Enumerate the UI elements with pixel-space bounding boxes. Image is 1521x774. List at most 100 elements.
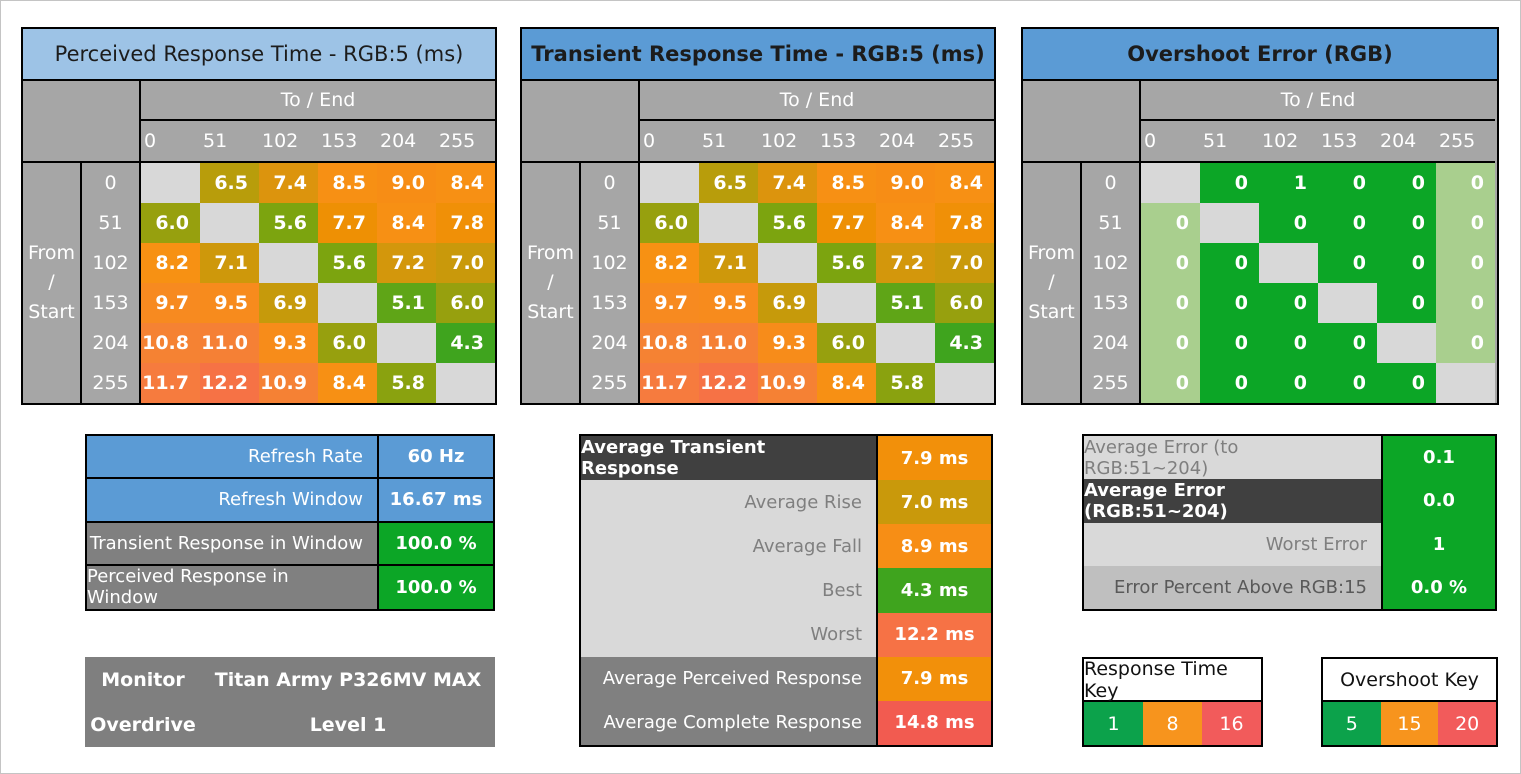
refresh-summary-table: Refresh Rate 60 Hz Refresh Window 16.67 ms T… (85, 434, 495, 611)
col-header-51: 51 (699, 121, 758, 163)
summary-label: Average Transient Response (581, 436, 878, 481)
row-header-204: 204 (581, 323, 640, 363)
heatmap-cell: 10.8 (141, 323, 200, 363)
heatmap-cell: 5.1 (876, 283, 935, 323)
heatmap-cell (377, 323, 436, 363)
heatmap-cell: 0 (1377, 283, 1436, 323)
summary-value: 1 (1383, 522, 1495, 566)
heatmap-cell: 0 (1436, 203, 1495, 243)
col-header-255: 255 (1436, 121, 1495, 163)
heatmap-cell: 9.7 (141, 283, 200, 323)
perceived-response-time-table: Perceived Response Time - RGB:5 (ms) To … (21, 27, 497, 405)
heatmap-cell: 9.0 (876, 163, 935, 203)
summary-value: 0.1 (1383, 436, 1495, 480)
heatmap-cell (935, 363, 994, 403)
heatmap-cell: 9.5 (699, 283, 758, 323)
heatmap-cell: 5.6 (817, 243, 876, 283)
heatmap-cell: 8.4 (436, 163, 495, 203)
table-corner-cell (522, 81, 640, 163)
heatmap-cell: 8.4 (876, 203, 935, 243)
heatmap-cell: 9.5 (200, 283, 259, 323)
summary-value: 4.3 ms (878, 568, 991, 613)
heatmap-cell: 5.6 (318, 243, 377, 283)
summary-value: 7.9 ms (878, 656, 991, 701)
heatmap-cell: 8.5 (318, 163, 377, 203)
response-key-swatch: 1 (1084, 702, 1143, 745)
heatmap-cell: 8.4 (817, 363, 876, 403)
heatmap-cell: 6.0 (141, 203, 200, 243)
overshoot-key-swatch: 15 (1380, 702, 1439, 745)
monitor-info-table: Monitor Titan Army P326MV MAX Overdrive Lev… (85, 657, 495, 747)
response-time-key-title: Response Time Key (1084, 658, 1261, 702)
overshoot-table-title: Overshoot Error (RGB) (1023, 29, 1497, 81)
row-header-204: 204 (82, 323, 141, 363)
summary-value: 12.2 ms (878, 612, 991, 657)
row-header-153: 153 (581, 283, 640, 323)
col-header-153: 153 (817, 121, 876, 163)
heatmap-cell: 0 (1436, 283, 1495, 323)
heatmap-cell: 6.9 (259, 283, 318, 323)
heatmap-cell: 7.1 (699, 243, 758, 283)
row-header-102: 102 (581, 243, 640, 283)
col-header-0: 0 (141, 121, 200, 163)
heatmap-cell (1200, 203, 1259, 243)
row-header-255: 255 (82, 363, 141, 403)
heatmap-cell (876, 323, 935, 363)
heatmap-cell: 10.9 (758, 363, 817, 403)
heatmap-cell: 0 (1141, 363, 1200, 403)
from-start-line: Start (1028, 300, 1075, 323)
heatmap-cell: 0 (1141, 323, 1200, 363)
heatmap-cell: 0 (1141, 203, 1200, 243)
heatmap-cell: 9.0 (377, 163, 436, 203)
heatmap-cell: 7.8 (935, 203, 994, 243)
summary-label: Best (581, 568, 878, 613)
heatmap-cell: 8.4 (377, 203, 436, 243)
summary-label: Worst Error (1084, 522, 1383, 566)
heatmap-cell: 0 (1436, 243, 1495, 283)
summary-value: 7.0 ms (878, 480, 991, 525)
monitor-info-label: Monitor (101, 668, 185, 691)
heatmap-cell: 6.0 (436, 283, 495, 323)
heatmap-cell: 0 (1318, 363, 1377, 403)
heatmap-cell: 11.7 (640, 363, 699, 403)
summary-value: 60 Hz (379, 436, 493, 480)
col-header-102: 102 (758, 121, 817, 163)
from-start-line: From (526, 241, 575, 264)
overshoot-summary-table: Average Error (to RGB:51~204) 0.1 Average … (1082, 434, 1497, 611)
row-header-153: 153 (82, 283, 141, 323)
heatmap-cell: 11.7 (141, 363, 200, 403)
row-header-51: 51 (1082, 203, 1141, 243)
from-start-header: From / Start (522, 163, 581, 403)
transient-table-title: Transient Response Time - RGB:5 (ms) (522, 29, 994, 81)
heatmap-cell: 7.0 (436, 243, 495, 283)
heatmap-cell: 7.4 (758, 163, 817, 203)
summary-label: Average Error (RGB:51~204) (1084, 479, 1383, 523)
heatmap-cell: 7.1 (200, 243, 259, 283)
overshoot-error-table: Overshoot Error (RGB) To / End 0 51 102 153 2… (1021, 27, 1499, 405)
to-end-header: To / End (141, 81, 495, 121)
summary-value: 100.0 % (379, 522, 493, 566)
heatmap-cell (318, 283, 377, 323)
summary-label: Average Perceived Response (581, 656, 878, 701)
perceived-heatmap-grid: To / End 0 51 102 153 204 255 From / Start 0 6.5 7.4… (23, 81, 495, 403)
from-start-line: / (547, 271, 554, 294)
col-header-0: 0 (640, 121, 699, 163)
row-header-153: 153 (1082, 283, 1141, 323)
heatmap-cell: 0 (1200, 283, 1259, 323)
col-header-204: 204 (1377, 121, 1436, 163)
summary-label: Error Percent Above RGB:15 (1084, 565, 1383, 609)
response-key-swatch: 16 (1202, 702, 1261, 745)
heatmap-cell: 8.4 (318, 363, 377, 403)
transient-response-time-table: Transient Response Time - RGB:5 (ms) To … (520, 27, 996, 405)
heatmap-cell: 4.3 (436, 323, 495, 363)
heatmap-cell: 0 (1377, 203, 1436, 243)
heatmap-cell (1259, 243, 1318, 283)
overshoot-key: Overshoot Key 5 15 20 (1321, 657, 1498, 747)
heatmap-cell: 8.5 (817, 163, 876, 203)
row-header-0: 0 (1082, 163, 1141, 203)
heatmap-cell: 0 (1200, 323, 1259, 363)
heatmap-cell: 5.6 (758, 203, 817, 243)
heatmap-cell: 12.2 (200, 363, 259, 403)
heatmap-cell: 7.0 (935, 243, 994, 283)
heatmap-cell: 5.8 (377, 363, 436, 403)
